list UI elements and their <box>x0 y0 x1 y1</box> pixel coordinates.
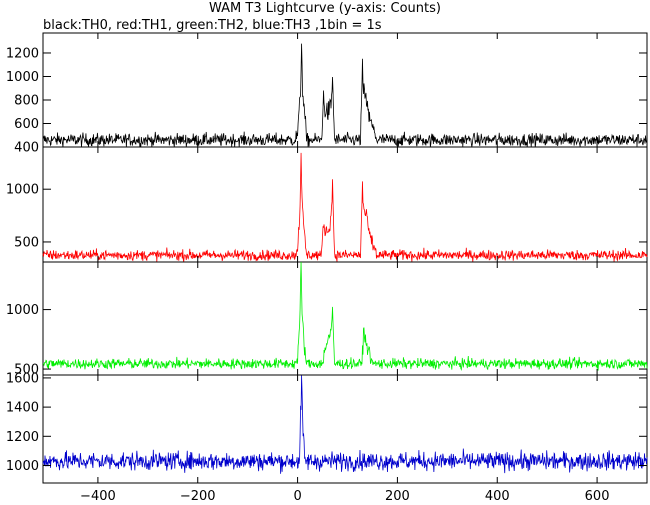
panel-TH0: 400 600 800 1000 1200 <box>6 32 648 156</box>
x-tick-label: 400 <box>485 489 510 504</box>
y-tick-label: 1000 <box>6 183 39 198</box>
y-tick-label: 1400 <box>6 401 39 416</box>
x-tick-label: 0 <box>293 489 301 504</box>
chart-title: WAM T3 Lightcurve (y-axis: Counts) <box>209 1 441 16</box>
panel-TH3: 1000 1200 1400 1600 <box>6 371 648 484</box>
panel-frame <box>42 32 648 148</box>
y-tick-label: 1200 <box>6 46 39 61</box>
y-tick-label: 600 <box>14 117 39 132</box>
chart-subtitle: black:TH0, red:TH1, green:TH2, blue:TH3 … <box>43 18 382 33</box>
y-tick-label: 1600 <box>6 371 39 386</box>
y-tick-label: 800 <box>14 93 39 108</box>
panel-frame <box>42 261 648 376</box>
y-tick-label: 1000 <box>6 303 39 318</box>
x-tick-label: 600 <box>585 489 610 504</box>
panel-frame <box>42 374 648 484</box>
y-tick-label: 500 <box>14 363 39 378</box>
y-tick-label: 500 <box>14 235 39 250</box>
y-tick-label: 1000 <box>6 459 39 474</box>
y-tick-label: 1200 <box>6 430 39 445</box>
series-line-TH2 <box>42 261 648 372</box>
x-tick-label: −200 <box>180 489 216 504</box>
y-tick-label: 400 <box>14 141 39 156</box>
series-line-TH0 <box>42 43 648 148</box>
series-line-TH1 <box>42 152 648 263</box>
x-tick-label: 200 <box>385 489 410 504</box>
x-tick-label: −400 <box>80 489 116 504</box>
series-line-TH3 <box>42 375 648 474</box>
panel-TH1: 500 1000 <box>6 146 648 263</box>
panel-TH2: 500 1000 <box>6 261 648 378</box>
y-tick-label: 1000 <box>6 70 39 85</box>
panel-frame <box>42 146 648 263</box>
